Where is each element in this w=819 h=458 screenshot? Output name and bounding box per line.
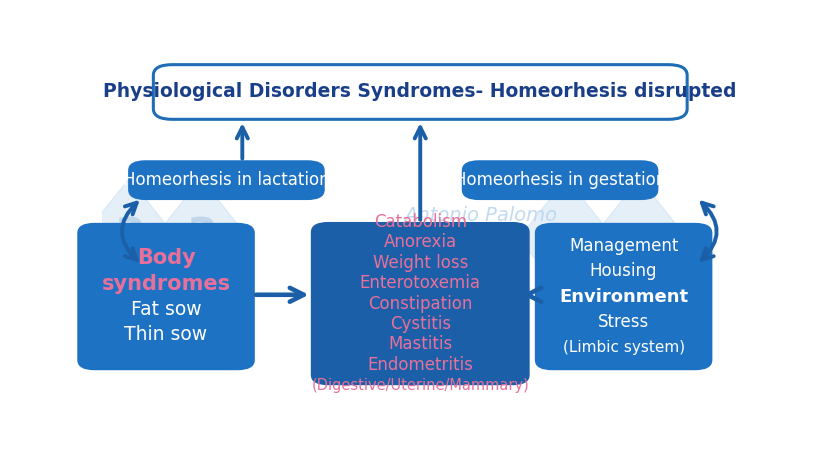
FancyBboxPatch shape <box>79 224 253 369</box>
Text: Antonio Palomo: Antonio Palomo <box>404 206 556 225</box>
Text: Physiological Disorders Syndromes- Homeorhesis disrupted: Physiological Disorders Syndromes- Homeo… <box>103 82 736 102</box>
FancyBboxPatch shape <box>153 65 686 120</box>
FancyBboxPatch shape <box>463 162 656 199</box>
Text: Enterotoxemia: Enterotoxemia <box>360 274 480 292</box>
Text: Fat sow: Fat sow <box>130 300 201 319</box>
Text: 3: 3 <box>114 217 144 260</box>
FancyBboxPatch shape <box>312 224 527 384</box>
Text: Endometritis: Endometritis <box>367 356 473 374</box>
Text: (Limbic system): (Limbic system) <box>562 340 684 355</box>
Text: 3: 3 <box>185 217 216 260</box>
Text: (Digestive/Uterine/Mammary): (Digestive/Uterine/Mammary) <box>311 378 528 393</box>
Text: Cystitis: Cystitis <box>389 315 450 333</box>
Polygon shape <box>518 178 613 298</box>
Text: Management: Management <box>568 237 677 255</box>
FancyBboxPatch shape <box>129 162 323 199</box>
Polygon shape <box>591 178 686 298</box>
Polygon shape <box>153 178 248 298</box>
FancyBboxPatch shape <box>536 224 710 369</box>
Text: Anorexia: Anorexia <box>383 233 456 251</box>
Text: Catabolism: Catabolism <box>373 213 466 231</box>
Polygon shape <box>81 178 177 298</box>
Text: Homeorhesis in lactation: Homeorhesis in lactation <box>123 171 329 189</box>
Text: Weight loss: Weight loss <box>372 254 468 272</box>
Text: Housing: Housing <box>589 262 657 280</box>
Text: Homeorhesis in gestation: Homeorhesis in gestation <box>454 171 665 189</box>
Text: syndromes: syndromes <box>102 274 230 294</box>
Text: Mastitis: Mastitis <box>387 336 452 354</box>
Text: Stress: Stress <box>597 313 649 331</box>
Text: Body: Body <box>137 248 195 268</box>
Text: Constipation: Constipation <box>368 294 472 313</box>
Text: Environment: Environment <box>559 288 687 305</box>
Text: Thin sow: Thin sow <box>124 325 207 344</box>
